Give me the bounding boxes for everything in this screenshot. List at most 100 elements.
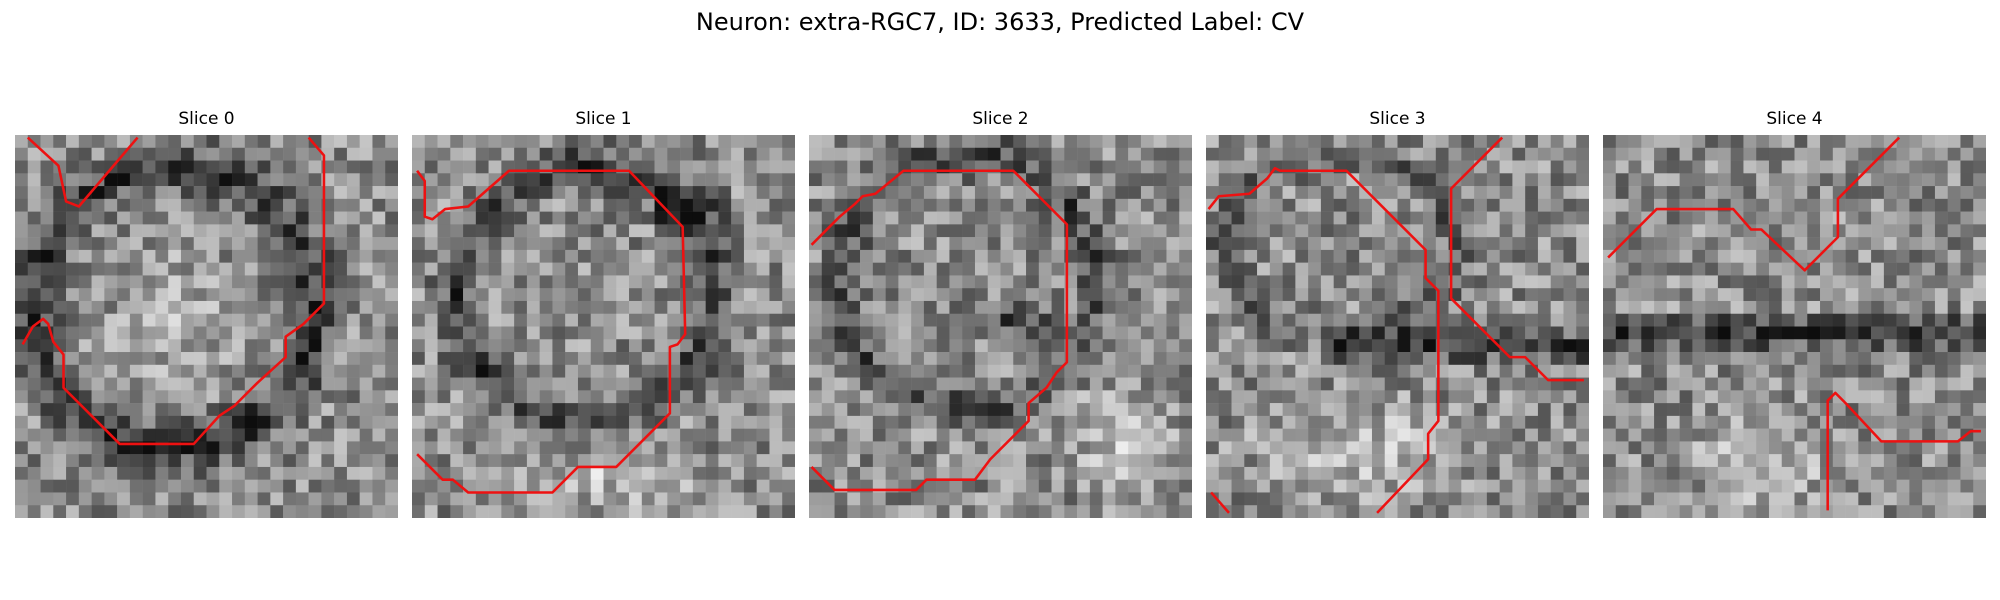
pixel [1257,415,1271,429]
pixel [1397,275,1411,289]
pixel [1231,211,1245,225]
pixel [936,339,950,353]
pixel [911,300,925,314]
pixel [1603,300,1617,314]
pixel [1218,377,1232,391]
pixel [1679,479,1693,493]
pixel [834,415,848,429]
pixel [1845,492,1859,506]
pixel [731,249,745,263]
pixel [923,441,937,455]
pixel [40,505,54,518]
pixel [1499,186,1513,200]
pixel [847,352,861,366]
pixel [539,237,553,251]
pixel [743,186,757,200]
pixel [244,454,258,468]
pixel [117,492,131,506]
pixel [308,505,322,518]
pixel [1756,300,1770,314]
pixel [667,186,681,200]
pixel [321,326,335,340]
pixel [552,224,566,238]
pixel [1359,313,1373,327]
pixel [372,377,386,391]
pixel [936,441,950,455]
pixel [756,492,770,506]
pixel [1077,403,1091,417]
pixel [680,505,694,518]
pixel [1576,275,1589,289]
pixel [180,224,194,238]
pixel [219,186,233,200]
pixel [1102,377,1116,391]
pixel [962,237,976,251]
pixel [257,160,271,174]
pixel [705,415,719,429]
pixel [1038,262,1052,276]
pixel [257,492,271,506]
pixel [911,186,925,200]
pixel [1756,173,1770,187]
pixel [1934,224,1948,238]
pixel [680,479,694,493]
pixel [1692,249,1706,263]
pixel [1166,492,1180,506]
pixel [450,198,464,212]
pixel [1628,492,1642,506]
pixel [514,326,528,340]
pixel [1537,390,1551,404]
pixel [847,454,861,468]
pixel [283,505,297,518]
pixel [1871,403,1885,417]
pixel [1717,237,1731,251]
pixel [911,415,925,429]
pixel [437,505,451,518]
pixel [1461,479,1475,493]
pixel [1474,249,1488,263]
pixel [731,352,745,366]
pixel [1269,441,1283,455]
slice-pixels-1 [412,135,795,518]
pixel [1820,147,1834,161]
pixel [1166,390,1180,404]
pixel [1038,275,1052,289]
pixel [1845,377,1859,391]
pixel [1512,466,1526,480]
pixel [1359,403,1373,417]
pixel [1153,390,1167,404]
pixel [1410,339,1424,353]
pixel [987,505,1001,518]
pixel [1115,186,1129,200]
pixel [53,237,67,251]
pixel [53,466,67,480]
pixel [283,198,297,212]
pixel [244,479,258,493]
pixel [244,364,258,378]
pixel [1768,479,1782,493]
pixel [1628,352,1642,366]
pixel [667,147,681,161]
pixel [847,364,861,378]
pixel [769,288,783,302]
pixel [1576,135,1589,149]
pixel [782,186,795,200]
pixel [463,275,477,289]
pixel [78,262,92,276]
pixel [526,173,540,187]
pixel [1179,492,1192,506]
pixel [283,211,297,225]
pixel [1038,186,1052,200]
pixel [232,224,246,238]
pixel [475,339,489,353]
pixel [834,147,848,161]
pixel [1089,454,1103,468]
pixel [53,224,67,238]
pixel [321,428,335,442]
pixel [1705,364,1719,378]
pixel [885,364,899,378]
pixel [1845,237,1859,251]
pixel [667,173,681,187]
pixel [1051,326,1065,340]
pixel [565,390,579,404]
